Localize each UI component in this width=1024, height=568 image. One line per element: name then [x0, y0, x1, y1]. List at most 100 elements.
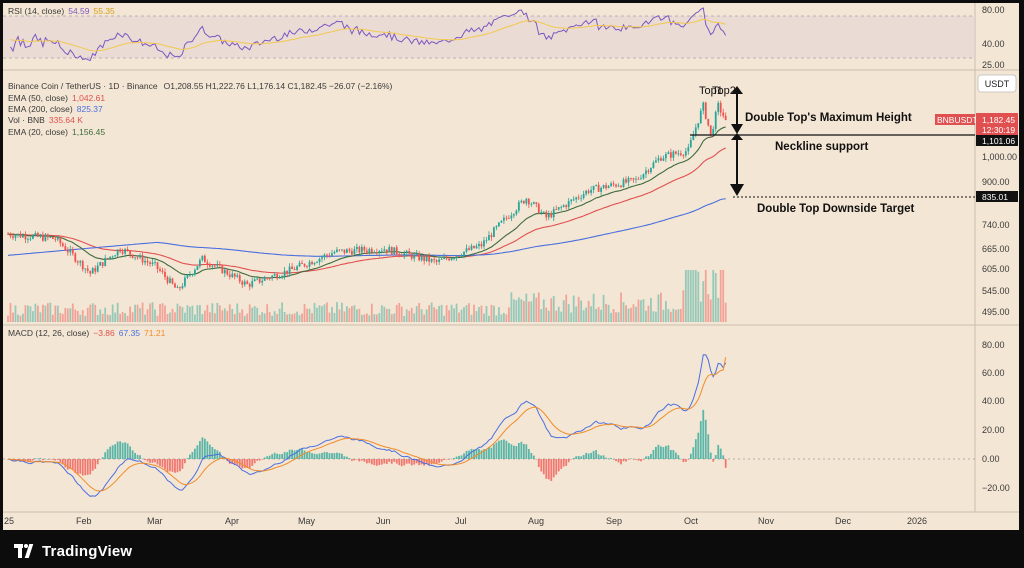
volume-bar [512, 299, 515, 322]
volume-bar [383, 306, 386, 322]
macd-hist-bar [587, 453, 590, 459]
candle [56, 236, 59, 242]
volume-bar [41, 304, 44, 322]
macd-hist-bar [174, 459, 176, 473]
candle [560, 205, 563, 211]
price-tick-495: 495.00 [982, 307, 1010, 317]
macd-hist-bar [328, 453, 331, 459]
macd-hist-bar [403, 459, 406, 466]
macd-hist-bar [221, 456, 224, 459]
rsi-panel: RSI (14, close) 54.59 55.35 80.00 40.00 25… [3, 5, 1005, 70]
volume-bar [540, 309, 543, 322]
volume-bar [375, 314, 378, 322]
candle [166, 275, 169, 285]
candle [515, 209, 518, 216]
candle [540, 209, 543, 216]
macd-hist-bar [390, 459, 393, 464]
macd-hist-bar [56, 459, 59, 460]
volume-bar [500, 314, 503, 322]
macd-hist-bar [121, 442, 124, 459]
macd-hist-bar [231, 459, 234, 464]
downside-arrow-up [731, 133, 743, 140]
time-tick: Dec [835, 516, 852, 526]
currency-button[interactable] [977, 74, 1017, 93]
macd-hist-bar [296, 449, 298, 459]
candle [32, 234, 34, 240]
candle [525, 197, 528, 206]
candle [527, 197, 530, 209]
candle [637, 176, 640, 180]
macd-hist-bar [645, 456, 647, 459]
macd-hist-bar [71, 459, 74, 470]
candle [510, 212, 513, 222]
macd-hist-bar [627, 459, 630, 460]
volume-bar [14, 305, 17, 322]
volume-bar [420, 309, 423, 322]
candle [331, 249, 333, 257]
candle [714, 110, 717, 132]
candle [453, 257, 455, 261]
macd-hist-bar [575, 456, 578, 459]
volume-bar [473, 304, 475, 322]
candle [19, 231, 22, 238]
macd-hist-bar [151, 459, 154, 463]
volume-bar [263, 313, 266, 322]
candle [106, 257, 109, 260]
candle [423, 254, 426, 265]
macd-hist-bar [602, 455, 605, 459]
macd-hist-bar [164, 459, 166, 470]
volume-bar [333, 312, 336, 322]
volume-bar [248, 304, 251, 322]
macd-hist-bar [81, 459, 84, 476]
volume-bar [463, 307, 465, 322]
candle [64, 243, 67, 251]
macd-hist-bar [590, 452, 593, 459]
macd-hist-bar [428, 459, 431, 466]
candle [393, 247, 396, 255]
volume-bar [318, 305, 321, 322]
candle [296, 264, 298, 272]
macd-hist-bar [350, 459, 353, 461]
macd-hist-bar [51, 459, 54, 460]
volume-bar [29, 306, 32, 322]
macd-hist-bar [96, 459, 99, 465]
macd-hist-bar [722, 455, 725, 459]
volume-bar [645, 310, 647, 322]
candle [181, 283, 184, 290]
candle [667, 150, 670, 155]
macd-hist-bar [298, 448, 301, 459]
candle [645, 166, 647, 179]
volume-bar [687, 270, 690, 322]
volume-bar [238, 312, 241, 322]
chart-background [3, 3, 1019, 530]
candle [592, 185, 595, 194]
volume-bar [637, 299, 640, 322]
volume-bar [66, 308, 69, 322]
volume-bar [475, 311, 478, 322]
volume-bar [722, 270, 725, 322]
macd-hist-bar [460, 455, 463, 459]
candle [443, 253, 445, 260]
candle [116, 249, 119, 257]
candle [365, 247, 368, 255]
candle [14, 234, 17, 241]
macd-hist-bar [271, 454, 274, 459]
volume-bar [149, 303, 151, 322]
volume-bar [139, 308, 141, 322]
volume-bar [505, 314, 508, 322]
macd-hist-bar [99, 459, 102, 460]
candle [283, 266, 286, 280]
macd-hist-bar [149, 459, 151, 463]
volume-bar [365, 313, 368, 322]
macd-hist-bar [585, 452, 588, 459]
candle [547, 210, 550, 221]
volume-bar [206, 304, 209, 322]
downside-arrow-down [730, 184, 744, 196]
price-panel: Binance Coin / TetherUS · 1D · Binance O1… [7, 74, 1018, 322]
candle [552, 206, 555, 222]
volume-bar [635, 306, 637, 322]
candle [674, 150, 677, 155]
candle [724, 112, 727, 121]
macd-hist-bar [580, 456, 583, 459]
volume-bar [109, 315, 112, 322]
